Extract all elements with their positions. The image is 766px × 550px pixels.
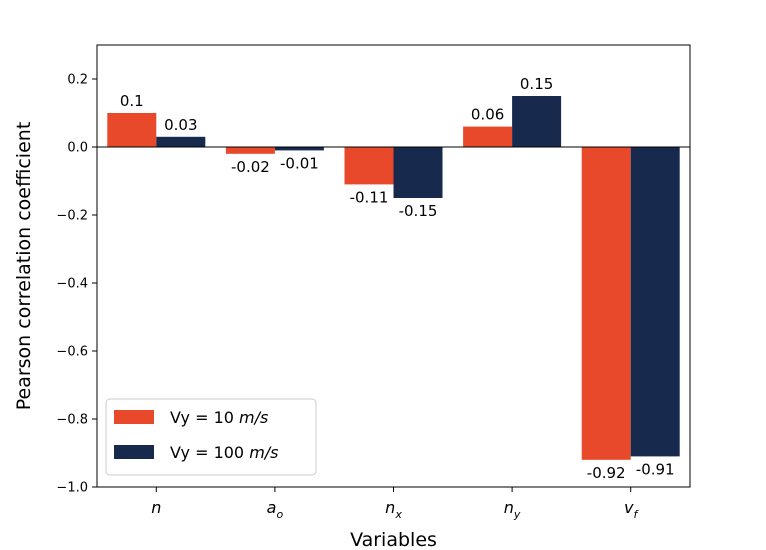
y-axis-title: Pearson correlation coefficient — [13, 122, 35, 411]
bars-group — [107, 96, 680, 460]
bar-value-label: -0.92 — [587, 464, 626, 482]
bar-value-label: 0.03 — [164, 116, 197, 134]
bar-series2-cat2 — [274, 147, 324, 151]
legend-swatch — [114, 445, 154, 459]
bar-labels-group: 0.1 -0.02 -0.11 0.06 -0.92 0.03 -0.01 -0.15 0.15… — [120, 75, 675, 482]
bar-value-label: 0.15 — [520, 75, 553, 93]
y-axis: 0.2 0.0 −0.2 −0.4 −0.6 −0.8 −1.0 — [56, 73, 97, 496]
legend: Vy = 10 m/s Vy = 100 m/s — [105, 398, 317, 476]
y-tick-label: −0.2 — [56, 209, 88, 224]
bar-value-label: -0.01 — [280, 154, 319, 172]
legend-box — [105, 398, 317, 476]
y-tick-label: 0.2 — [67, 73, 88, 88]
bar-series2-cat4 — [512, 96, 562, 147]
legend-label: Vy = 100 m/s — [170, 443, 279, 462]
bar-series2-cat3 — [393, 147, 443, 198]
legend-swatch — [114, 410, 154, 424]
y-tick-label: −0.8 — [56, 413, 88, 428]
bar-series2-cat5 — [630, 147, 680, 457]
bar-value-label: -0.91 — [636, 460, 675, 478]
x-tick-label: n — [151, 498, 161, 517]
y-tick-label: 0.0 — [67, 141, 88, 156]
bar-value-label: -0.15 — [399, 202, 438, 220]
y-tick-label: −0.6 — [56, 345, 88, 360]
bar-series1-cat1 — [107, 113, 157, 147]
bar-series1-cat5 — [581, 147, 631, 460]
x-tick-label: nx — [385, 498, 402, 521]
bar-value-label: -0.02 — [231, 158, 270, 176]
y-tick-label: −1.0 — [56, 481, 88, 496]
bar-series1-cat3 — [344, 147, 394, 185]
x-axis: n ao nx ny vf — [151, 487, 639, 521]
bar-series2-cat1 — [156, 136, 206, 147]
y-tick-label: −0.4 — [56, 277, 88, 292]
x-tick-label: vf — [624, 498, 639, 521]
x-tick-label: ao — [267, 498, 284, 521]
bar-value-label: 0.06 — [471, 106, 504, 124]
x-axis-title: Variables — [350, 529, 437, 550]
x-tick-label: ny — [504, 498, 521, 521]
bar-series1-cat4 — [463, 126, 513, 147]
bar-value-label: -0.11 — [350, 188, 389, 206]
bar-value-label: 0.1 — [120, 92, 144, 110]
bar-series1-cat2 — [225, 147, 275, 154]
legend-label: Vy = 10 m/s — [170, 408, 268, 427]
